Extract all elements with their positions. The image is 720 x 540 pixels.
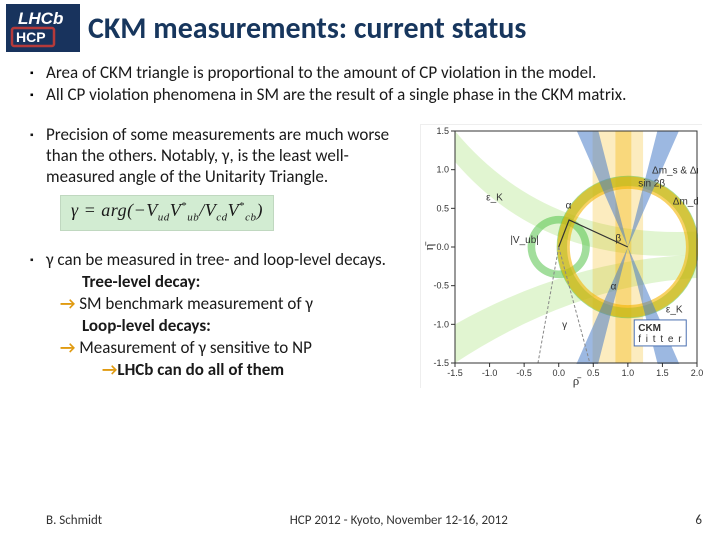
left-column: Precision of some measurements are much … — [30, 124, 410, 388]
right-column: -1.5 -1.0 -0.5 0.0 0.5 1.0 1.5 2.0 -1.5 -1.0 -0.5 0… — [420, 124, 702, 388]
ckm-fitter-plot: -1.5 -1.0 -0.5 0.0 0.5 1.0 1.5 2.0 -1.5 -1.0 -0.5 0… — [420, 124, 702, 388]
svg-text:1.0: 1.0 — [622, 368, 635, 378]
lhcb-logo: LHCb HCP — [6, 4, 80, 52]
svg-text:1.5: 1.5 — [436, 126, 449, 136]
bullet-4: γ can be measured in tree- and loop-leve… — [30, 249, 410, 382]
gamma-formula: γ = arg(−VudV*ub/VcdV*cb) — [60, 195, 274, 231]
svg-text:-1.0: -1.0 — [433, 319, 449, 329]
top-bullets: Area of CKM triangle is proportional to … — [30, 62, 702, 106]
loop-line: → Measurement of γ sensitive to NP — [46, 337, 410, 359]
footer: B. Schmidt HCP 2012 - Kyoto, November 12… — [0, 513, 720, 528]
svg-text:-0.5: -0.5 — [433, 280, 449, 290]
svg-text:γ: γ — [562, 320, 567, 331]
two-column: Precision of some measurements are much … — [30, 124, 702, 388]
svg-text:LHCb: LHCb — [18, 9, 63, 28]
title-row: LHCb HCP CKM measurements: current statu… — [0, 0, 720, 56]
svg-text:-1.0: -1.0 — [482, 368, 498, 378]
svg-text:f i t t e r: f i t t e r — [638, 333, 682, 344]
svg-text:|V_ub|: |V_ub| — [510, 235, 539, 246]
svg-text:α: α — [566, 200, 572, 211]
arrow-icon: → — [60, 337, 75, 358]
svg-text:0.0: 0.0 — [436, 242, 449, 252]
bullet-3: Precision of some measurements are much … — [30, 124, 410, 188]
footer-conference: HCP 2012 - Kyoto, November 12-16, 2012 — [290, 513, 508, 528]
svg-text:0.0: 0.0 — [552, 368, 565, 378]
svg-text:HCP: HCP — [16, 29, 46, 45]
svg-text:Δm_s & Δm_d: Δm_s & Δm_d — [652, 165, 703, 176]
svg-text:CKM: CKM — [638, 322, 661, 333]
svg-text:-1.5: -1.5 — [447, 368, 463, 378]
svg-text:1.0: 1.0 — [436, 164, 449, 174]
final-line: →LHCb can do all of them — [46, 359, 410, 381]
content: Area of CKM triangle is proportional to … — [0, 56, 720, 388]
svg-text:2.0: 2.0 — [691, 368, 703, 378]
tree-line: → SM benchmark measurement of γ — [46, 293, 410, 315]
loop-label: Loop-level decays: — [46, 315, 410, 337]
svg-text:-1.5: -1.5 — [433, 358, 449, 368]
svg-text:1.5: 1.5 — [656, 368, 669, 378]
bullet-1: Area of CKM triangle is proportional to … — [30, 62, 702, 83]
svg-text:0.5: 0.5 — [587, 368, 600, 378]
slide-title: CKM measurements: current status — [88, 10, 526, 47]
svg-text:Δm_d: Δm_d — [673, 196, 699, 207]
arrow-icon: → — [60, 293, 75, 314]
footer-author: B. Schmidt — [46, 513, 102, 528]
svg-text:ε_K: ε_K — [666, 304, 683, 315]
svg-text:ε_K: ε_K — [486, 192, 503, 203]
svg-text:-0.5: -0.5 — [516, 368, 532, 378]
svg-text:sin 2β: sin 2β — [638, 178, 665, 189]
svg-text:β: β — [615, 233, 621, 244]
bullet-3-text: Precision of some measurements are much … — [46, 124, 389, 188]
svg-text:0.5: 0.5 — [436, 203, 449, 213]
tree-label: Tree-level decay: — [46, 271, 410, 293]
bullet-2: All CP violation phenomena in SM are the… — [30, 84, 702, 105]
bullet-4-lead: γ can be measured in tree- and loop-leve… — [46, 249, 386, 270]
arrow-icon: → — [102, 359, 117, 380]
svg-text:α: α — [611, 281, 617, 292]
page-number: 6 — [695, 513, 702, 528]
